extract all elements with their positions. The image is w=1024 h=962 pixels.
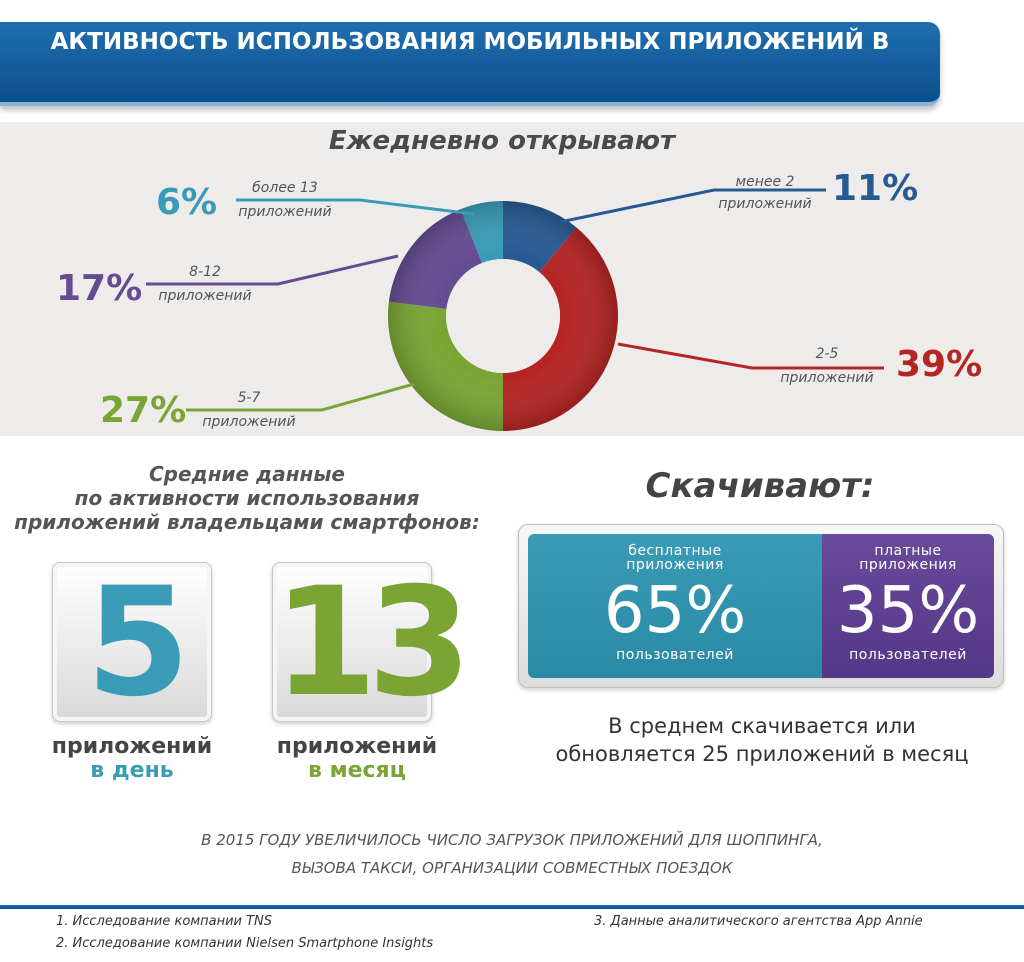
slice-pct-8-12: 17% xyxy=(56,268,143,309)
paid-caption-1: платные xyxy=(874,543,942,559)
trend-note-line: В 2015 ГОДУ УВЕЛИЧИЛОСЬ ЧИСЛО ЗАГРУЗОК П… xyxy=(201,831,823,849)
monthly-unit: приложений xyxy=(276,734,438,759)
page-title: АКТИВНОСТЬ ИСПОЛЬЗОВАНИЯ МОБИЛЬНЫХ ПРИЛО… xyxy=(50,29,890,139)
leader-more13 xyxy=(236,198,475,216)
slice-label-8-12-unit: приложений xyxy=(158,288,252,304)
free-users: пользователей xyxy=(616,647,734,663)
downloads-note-line: обновляется 25 приложений в месяц xyxy=(555,742,969,766)
daily-unit: приложений xyxy=(51,734,213,759)
daily-period: в день xyxy=(90,758,174,783)
chart-title: Ежедневно открывают xyxy=(328,126,676,156)
slice-label-less2-range: менее 2 xyxy=(735,174,795,190)
downloads-note-line: В среднем скачивается или xyxy=(608,714,916,738)
donut-chart xyxy=(146,188,884,431)
slice-label-more13-unit: приложений xyxy=(238,204,332,220)
leader-less2 xyxy=(559,188,826,224)
slice-label-8-12-range: 8-12 xyxy=(189,264,221,280)
slice-label-2-5-range: 2-5 xyxy=(815,346,839,362)
slice-pct-5-7: 27% xyxy=(100,390,187,431)
leader-2-5 xyxy=(617,342,884,370)
trend-note-line: ВЫЗОВА ТАКСИ, ОРГАНИЗАЦИИ СОВМЕСТНЫХ ПОЕ… xyxy=(291,859,733,877)
leader-5-7 xyxy=(186,382,415,412)
monthly-number: 13 xyxy=(273,556,472,730)
monthly-period: в месяц xyxy=(308,758,406,783)
downloads-title: Скачивают: xyxy=(645,466,875,506)
downloads-note: В среднем скачивается или обновляется 25… xyxy=(520,712,1004,768)
source-2: 2. Исследование компании Nielsen Smartph… xyxy=(56,936,434,951)
source-1: 1. Исследование компании TNS xyxy=(56,914,273,929)
donut-hole xyxy=(446,259,560,373)
averages-title-line: Средние данные xyxy=(148,462,345,486)
paid-apps-panel: платные приложения 35% пользователей xyxy=(822,534,994,678)
slice-label-2-5-unit: приложений xyxy=(780,370,874,386)
monthly-tile: 13 xyxy=(272,556,472,730)
slice-label-more13-range: более 13 xyxy=(252,180,318,196)
source-3: 3. Данные аналитического агентства App A… xyxy=(594,914,923,929)
averages-title-line: по активности использования xyxy=(74,486,420,510)
free-caption-1: бесплатные xyxy=(628,543,722,559)
daily-number: 5 xyxy=(85,556,190,730)
paid-caption-2: приложения xyxy=(859,557,957,573)
paid-users: пользователей xyxy=(849,647,967,663)
slice-pct-2-5: 39% xyxy=(896,344,983,385)
free-apps-panel: бесплатные приложения 65% пользователей xyxy=(528,534,822,678)
free-caption-2: приложения xyxy=(626,557,724,573)
slice-label-5-7-range: 5-7 xyxy=(237,390,261,406)
leader-8-12 xyxy=(146,254,399,286)
trend-note: В 2015 ГОДУ УВЕЛИЧИЛОСЬ ЧИСЛО ЗАГРУЗОК П… xyxy=(0,826,1024,882)
slice-pct-more13: 6% xyxy=(156,182,218,223)
daily-tile: 5 xyxy=(52,556,212,730)
averages-title: Средние данные по активности использован… xyxy=(0,462,494,534)
slice-label-less2-unit: приложений xyxy=(718,196,812,212)
slice-label-5-7-unit: приложений xyxy=(202,414,296,430)
averages-title-line: приложений владельцами смартфонов: xyxy=(14,510,480,534)
paid-pct: 35% xyxy=(836,574,980,648)
free-pct: 65% xyxy=(603,574,747,648)
header-banner xyxy=(0,22,940,106)
slice-pct-less2: 11% xyxy=(832,168,919,209)
footer-rule xyxy=(0,905,1024,909)
